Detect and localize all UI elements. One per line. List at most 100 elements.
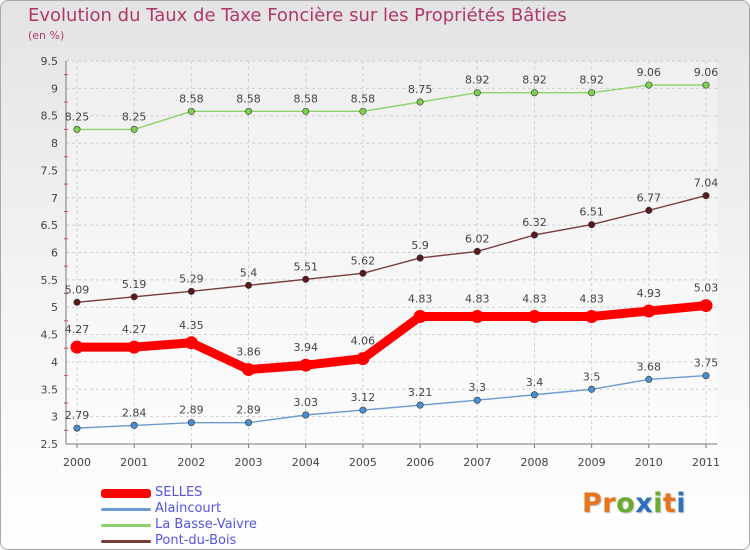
data-label-pont-du-bois: 6.32 bbox=[522, 216, 547, 229]
y-tick-label: 6 bbox=[51, 247, 58, 260]
point-selles bbox=[299, 358, 313, 372]
data-label-alaincourt: 3.68 bbox=[637, 360, 662, 373]
data-label-alaincourt: 3.03 bbox=[293, 396, 318, 409]
logo-letter: r bbox=[602, 488, 617, 519]
data-label-pont-du-bois: 5.9 bbox=[411, 239, 429, 252]
point-la-basse-vaivre bbox=[187, 107, 195, 115]
point-alaincourt bbox=[702, 372, 710, 380]
data-label-selles: 4.83 bbox=[522, 293, 547, 306]
x-tick-label: 2010 bbox=[635, 456, 663, 469]
point-selles bbox=[70, 340, 84, 354]
y-tick-label: 2.5 bbox=[41, 438, 59, 451]
point-la-basse-vaivre bbox=[702, 81, 710, 89]
legend-label-selles: SELLES bbox=[155, 485, 203, 500]
data-label-pont-du-bois: 5.62 bbox=[351, 254, 376, 267]
point-selles bbox=[413, 310, 427, 324]
x-tick-label: 2000 bbox=[63, 456, 91, 469]
data-label-pont-du-bois: 6.02 bbox=[465, 232, 490, 245]
point-selles bbox=[356, 352, 370, 366]
chart-title: Evolution du Taux de Taxe Foncière sur l… bbox=[28, 5, 567, 26]
y-tick-label: 6.5 bbox=[41, 219, 59, 232]
point-pont-du-bois bbox=[588, 221, 596, 229]
point-alaincourt bbox=[130, 421, 138, 429]
point-alaincourt bbox=[645, 375, 653, 383]
point-la-basse-vaivre bbox=[130, 125, 138, 133]
data-label-la-basse-vaivre: 8.58 bbox=[236, 92, 261, 105]
x-tick-label: 2001 bbox=[120, 456, 148, 469]
point-selles bbox=[642, 304, 656, 318]
logo-letter: o bbox=[616, 488, 636, 519]
point-pont-du-bois bbox=[416, 254, 424, 262]
data-label-la-basse-vaivre: 9.06 bbox=[694, 66, 719, 79]
legend-label-la-basse-vaivre: La Basse-Vaivre bbox=[155, 517, 257, 532]
data-label-alaincourt: 3.5 bbox=[583, 370, 601, 383]
point-la-basse-vaivre bbox=[645, 81, 653, 89]
series-line-alaincourt bbox=[76, 374, 707, 429]
data-label-selles: 4.06 bbox=[351, 335, 376, 348]
y-tick-label: 9.5 bbox=[41, 55, 59, 68]
point-pont-du-bois bbox=[530, 231, 538, 239]
point-la-basse-vaivre bbox=[473, 89, 481, 97]
data-label-selles: 4.93 bbox=[637, 287, 662, 300]
y-axis-unit: (en %) bbox=[28, 29, 65, 42]
point-selles bbox=[470, 310, 484, 324]
y-tick-label: 5.5 bbox=[41, 274, 59, 287]
point-pont-du-bois bbox=[645, 206, 653, 214]
data-label-selles: 4.27 bbox=[122, 323, 147, 336]
point-alaincourt bbox=[530, 391, 538, 399]
point-la-basse-vaivre bbox=[588, 89, 596, 97]
y-tick-label: 3.5 bbox=[41, 383, 59, 396]
y-tick-label: 8 bbox=[51, 137, 58, 150]
data-label-pont-du-bois: 7.04 bbox=[694, 177, 719, 190]
data-label-pont-du-bois: 5.4 bbox=[240, 266, 258, 279]
data-label-alaincourt: 3.75 bbox=[694, 357, 719, 370]
point-alaincourt bbox=[416, 401, 424, 409]
y-tick-label: 4.5 bbox=[41, 329, 59, 342]
point-pont-du-bois bbox=[73, 298, 81, 306]
point-selles bbox=[184, 336, 198, 350]
data-label-alaincourt: 2.84 bbox=[122, 406, 147, 419]
y-tick-label: 5 bbox=[51, 301, 58, 314]
series-line-la-basse-vaivre bbox=[76, 84, 707, 131]
legend-label-pont-du-bois: Pont-du-Bois bbox=[155, 533, 237, 548]
x-tick-label: 2009 bbox=[578, 456, 606, 469]
data-label-la-basse-vaivre: 8.75 bbox=[408, 83, 433, 96]
data-label-la-basse-vaivre: 8.92 bbox=[579, 74, 604, 87]
point-alaincourt bbox=[302, 411, 310, 419]
data-label-selles: 5.03 bbox=[694, 282, 719, 295]
data-label-pont-du-bois: 5.51 bbox=[293, 260, 318, 273]
logo-letter: i bbox=[653, 488, 663, 519]
data-label-alaincourt: 2.89 bbox=[236, 404, 261, 417]
y-tick-label: 7 bbox=[51, 192, 58, 205]
point-pont-du-bois bbox=[359, 269, 367, 277]
point-pont-du-bois bbox=[130, 293, 138, 301]
data-label-selles: 3.94 bbox=[293, 341, 318, 354]
data-label-pont-du-bois: 5.29 bbox=[179, 272, 204, 285]
point-alaincourt bbox=[187, 419, 195, 427]
x-tick-label: 2002 bbox=[177, 456, 205, 469]
x-tick-label: 2007 bbox=[463, 456, 491, 469]
point-alaincourt bbox=[359, 406, 367, 414]
logo-letter: P bbox=[582, 488, 603, 519]
data-label-alaincourt: 3.21 bbox=[408, 386, 433, 399]
y-tick-label: 8.5 bbox=[41, 110, 59, 123]
data-label-la-basse-vaivre: 8.25 bbox=[65, 110, 90, 123]
data-label-selles: 4.83 bbox=[465, 293, 490, 306]
data-label-pont-du-bois: 6.51 bbox=[579, 206, 604, 219]
point-la-basse-vaivre bbox=[245, 107, 253, 115]
x-tick-label: 2011 bbox=[692, 456, 720, 469]
point-alaincourt bbox=[473, 396, 481, 404]
y-tick-label: 9 bbox=[51, 82, 58, 95]
data-label-selles: 4.35 bbox=[179, 319, 204, 332]
point-la-basse-vaivre bbox=[530, 89, 538, 97]
x-tick-label: 2006 bbox=[406, 456, 434, 469]
legend-swatch-pont-du-bois bbox=[101, 540, 151, 543]
point-selles bbox=[127, 340, 141, 354]
data-label-selles: 3.86 bbox=[236, 346, 261, 359]
x-tick-label: 2004 bbox=[292, 456, 320, 469]
point-pont-du-bois bbox=[473, 247, 481, 255]
logo-letter: t bbox=[662, 488, 677, 519]
logo-letter: i bbox=[676, 488, 687, 519]
point-selles bbox=[242, 363, 256, 377]
